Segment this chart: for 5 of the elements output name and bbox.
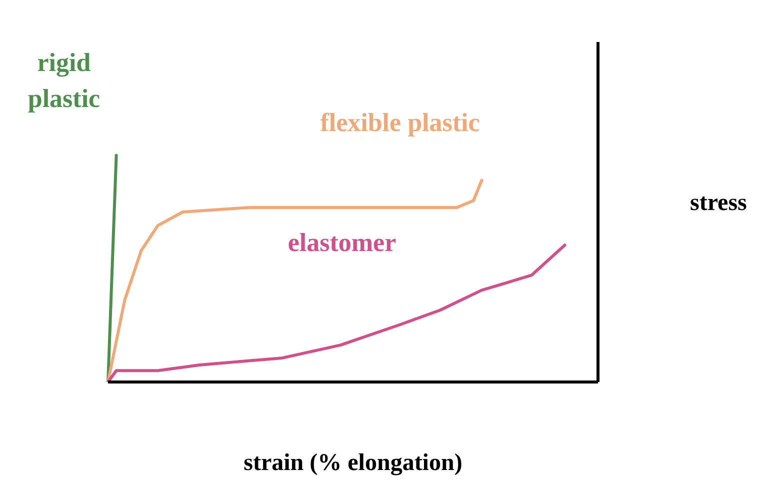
series-label: flexible plastic — [320, 107, 480, 139]
series-label: rigid plastic — [26, 47, 102, 115]
x-axis-title: strain (% elongation) — [242, 450, 464, 477]
y-axis-title: stress — [690, 190, 747, 217]
text: elastomer — [286, 227, 398, 259]
